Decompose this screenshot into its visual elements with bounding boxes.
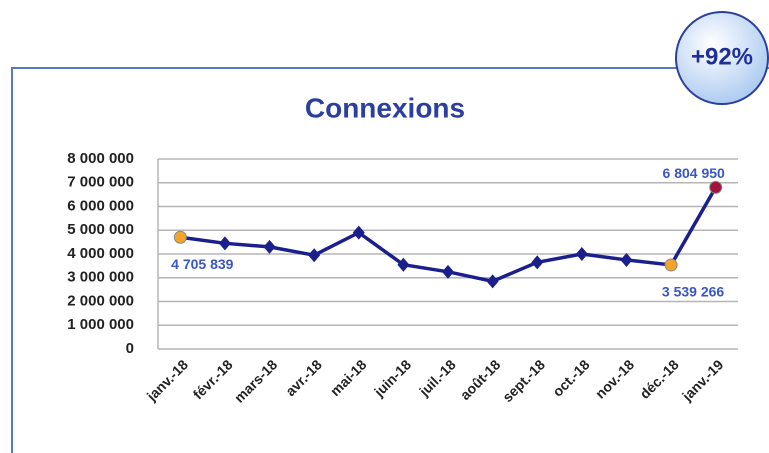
y-tick-label: 0 — [126, 340, 134, 357]
y-tick-label: 1 000 000 — [67, 316, 134, 333]
badge-text: +92% — [691, 43, 753, 70]
data-point — [664, 258, 678, 272]
y-tick-label: 4 000 000 — [67, 245, 134, 262]
data-point — [709, 180, 723, 194]
y-tick-label: 5 000 000 — [67, 221, 134, 238]
badge — [675, 11, 769, 105]
y-tick-label: 2 000 000 — [67, 292, 134, 309]
data-label: 3 539 266 — [662, 284, 724, 300]
data-point — [218, 236, 231, 251]
data-point — [575, 247, 588, 261]
data-point — [397, 257, 410, 272]
data-label: 4 705 839 — [171, 256, 233, 272]
data-point — [486, 274, 499, 289]
y-tick-label: 7 000 000 — [67, 174, 134, 191]
data-point — [620, 252, 633, 267]
data-point — [531, 255, 544, 270]
data-point — [173, 230, 187, 244]
data-point — [263, 239, 276, 254]
chart-title: Connexions — [305, 92, 465, 123]
data-point — [308, 248, 321, 263]
y-tick-label: 3 000 000 — [67, 269, 134, 286]
data-point — [352, 225, 365, 240]
data-label: 6 804 950 — [663, 165, 725, 181]
data-point — [442, 264, 454, 279]
y-tick-label: 6 000 000 — [67, 197, 134, 214]
y-tick-label: 8 000 000 — [67, 150, 134, 167]
